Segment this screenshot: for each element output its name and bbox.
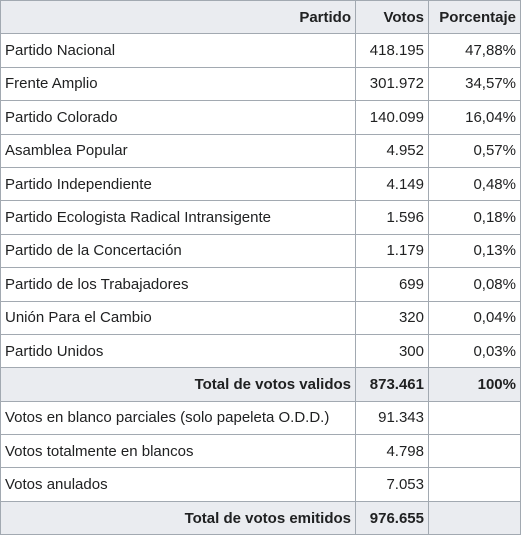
vote-row: Votos anulados 7.053 xyxy=(0,467,521,502)
cell: Total de votos emitidos xyxy=(0,500,356,535)
cell: Total de votos validos xyxy=(0,367,356,402)
cell: Partido Ecologista Radical Intransigente xyxy=(0,200,356,235)
party-row: Partido Nacional 418.195 47,88% xyxy=(0,33,521,68)
cell: 0,08% xyxy=(428,267,521,302)
cell: 699 xyxy=(355,267,429,302)
party-row: Frente Amplio 301.972 34,57% xyxy=(0,66,521,102)
party-row: Unión Para el Cambio 320 0,04% xyxy=(0,300,521,335)
cell: Partido Colorado xyxy=(0,100,356,135)
cell: 300 xyxy=(355,333,429,369)
cell: Votos en blanco parciales (solo papeleta… xyxy=(0,400,356,436)
cell: 0,04% xyxy=(428,300,521,335)
cell: 873.461 xyxy=(355,367,429,402)
vote-row: Votos en blanco parciales (solo papeleta… xyxy=(0,400,521,436)
party-row: Partido de los Trabajadores 699 0,08% xyxy=(0,267,521,302)
empty-cell xyxy=(428,434,521,469)
cell: 976.655 xyxy=(355,500,429,535)
cell: 91.343 xyxy=(355,400,429,436)
cell: Unión Para el Cambio xyxy=(0,300,356,335)
total-row: Total de votos emitidos 976.655 xyxy=(0,500,521,535)
cell: 7.053 xyxy=(355,467,429,502)
total-row: Total de votos validos 873.461 100% xyxy=(0,367,521,402)
cell: Porcentaje xyxy=(428,0,521,35)
party-row: Asamblea Popular 4.952 0,57% xyxy=(0,133,521,168)
cell: Votos totalmente en blancos xyxy=(0,434,356,469)
cell: 34,57% xyxy=(428,66,521,102)
cell: Votos anulados xyxy=(0,467,356,502)
cell: 320 xyxy=(355,300,429,335)
cell: Frente Amplio xyxy=(0,66,356,102)
cell: 0,57% xyxy=(428,133,521,168)
cell: 4.952 xyxy=(355,133,429,168)
vote-row: Votos totalmente en blancos 4.798 xyxy=(0,434,521,469)
cell: 0,48% xyxy=(428,166,521,202)
header-row: Partido Votos Porcentaje xyxy=(0,0,521,35)
cell: 0,13% xyxy=(428,233,521,269)
party-row: Partido Ecologista Radical Intransigente… xyxy=(0,200,521,235)
cell: 47,88% xyxy=(428,33,521,68)
cell: Partido Nacional xyxy=(0,33,356,68)
cell: 1.179 xyxy=(355,233,429,269)
cell: 4.798 xyxy=(355,434,429,469)
empty-cell xyxy=(428,467,521,502)
cell: 0,03% xyxy=(428,333,521,369)
empty-cell xyxy=(428,400,521,436)
cell: Partido xyxy=(0,0,356,35)
cell: Partido de la Concertación xyxy=(0,233,356,269)
cell: 301.972 xyxy=(355,66,429,102)
cell: 0,18% xyxy=(428,200,521,235)
cell: Partido Independiente xyxy=(0,166,356,202)
party-row: Partido Unidos 300 0,03% xyxy=(0,333,521,369)
party-row: Partido Independiente 4.149 0,48% xyxy=(0,166,521,202)
cell: Partido de los Trabajadores xyxy=(0,267,356,302)
empty-cell xyxy=(428,500,521,535)
cell: 1.596 xyxy=(355,200,429,235)
party-row: Partido Colorado 140.099 16,04% xyxy=(0,100,521,135)
cell: 140.099 xyxy=(355,100,429,135)
cell: 16,04% xyxy=(428,100,521,135)
cell: Partido Unidos xyxy=(0,333,356,369)
party-row: Partido de la Concertación 1.179 0,13% xyxy=(0,233,521,269)
cell: Asamblea Popular xyxy=(0,133,356,168)
cell: 4.149 xyxy=(355,166,429,202)
cell: 418.195 xyxy=(355,33,429,68)
cell: Votos xyxy=(355,0,429,35)
cell: 100% xyxy=(428,367,521,402)
